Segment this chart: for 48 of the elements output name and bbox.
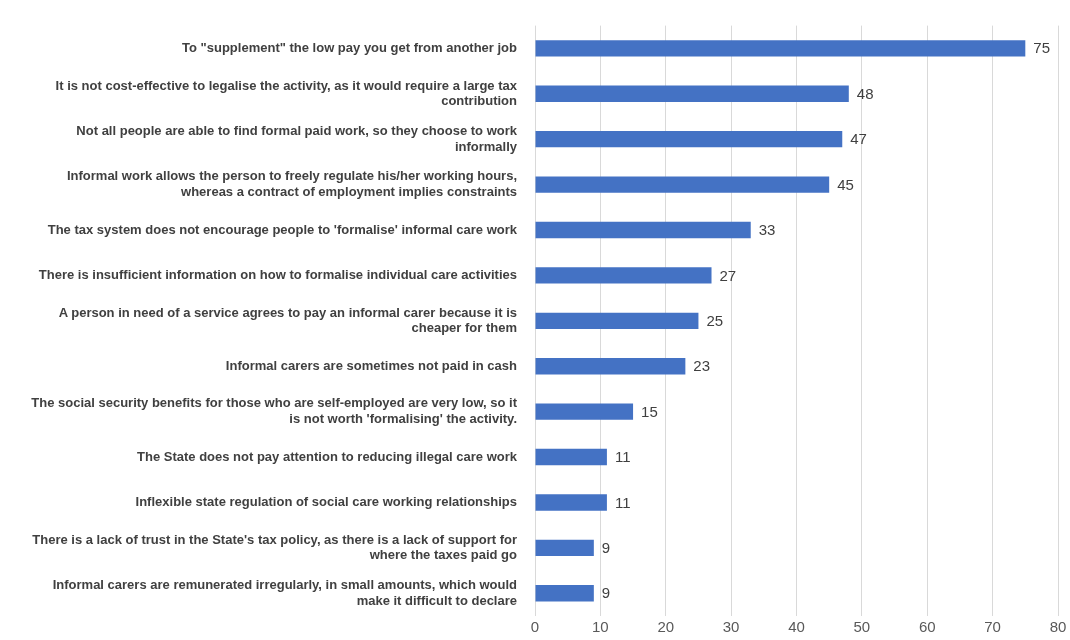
y-tick-label: Informal carers are sometimes not paid in cash — [225, 357, 518, 373]
data-label: 9 — [601, 539, 611, 557]
y-tick-label: A person in need of a service agrees to pay an informal carer because it is cheaper for them — [58, 304, 517, 336]
bar — [535, 130, 843, 148]
x-tick-label: 50 — [853, 618, 871, 636]
bar — [535, 267, 712, 284]
y-tick-label: Informal carers are remunerated irregularly, in small amounts, which would make it difficult to declare — [52, 577, 518, 608]
bar — [535, 585, 594, 602]
data-label: 11 — [614, 493, 631, 511]
bar — [535, 85, 849, 102]
data-label: 45 — [837, 175, 854, 193]
y-tick-label: The tax system does not encourage people to 'formalise' informal care work — [47, 221, 518, 237]
data-label: 27 — [719, 266, 737, 284]
bar — [535, 358, 686, 375]
y-tick-label: To "supplement" the low pay you get from another job — [182, 39, 518, 55]
bar — [535, 312, 699, 329]
data-label: 33 — [758, 221, 776, 239]
x-tick-label: 0 — [530, 618, 540, 636]
x-tick-label: 40 — [788, 618, 805, 636]
data-label: 9 — [601, 584, 611, 602]
x-tick-label: 30 — [722, 618, 740, 636]
x-tick-label: 10 — [592, 618, 609, 636]
bar — [535, 221, 751, 239]
bar — [535, 539, 594, 557]
y-tick-label: There is insufficient information on how to formalise individual care activities — [38, 266, 517, 282]
x-tick-label: 20 — [657, 618, 675, 636]
y-tick-label: The State does not pay attention to reducing illegal care work — [137, 448, 518, 464]
data-label: 48 — [856, 84, 874, 102]
y-tick-label: Inflexible state regulation of social care working relationships — [135, 494, 517, 510]
x-tick-label: 70 — [984, 618, 1001, 636]
bar — [535, 494, 607, 511]
data-label: 23 — [693, 357, 711, 375]
y-tick-label: Informal work allows the person to freely regulate his/her working hours, whereas a contract of employment implies constraints — [66, 168, 517, 199]
bar — [535, 448, 607, 466]
data-label: 25 — [706, 311, 724, 329]
x-tick-label: 80 — [1049, 618, 1067, 636]
bar — [535, 403, 634, 420]
data-label: 15 — [641, 402, 658, 420]
data-label: 11 — [614, 448, 631, 466]
data-label: 47 — [850, 130, 867, 148]
data-label: 75 — [1033, 39, 1050, 57]
y-tick-label: There is a lack of trust in the State's tax policy, as there is a lack of support for where the taxes paid go — [32, 531, 518, 563]
bar — [535, 40, 1026, 57]
y-tick-label: It is not cost-effective to legalise the activity, as it would require a large tax contribution — [55, 77, 518, 109]
y-tick-label: Not all people are able to find formal paid work, so they choose to work informally — [76, 122, 518, 154]
y-tick-label: The social security benefits for those who are self-employed are very low, so it is not worth 'formalising' the activity. — [31, 395, 518, 427]
bar — [535, 176, 830, 193]
x-tick-label: 60 — [918, 618, 936, 636]
